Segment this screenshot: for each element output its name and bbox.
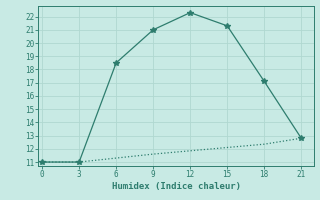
X-axis label: Humidex (Indice chaleur): Humidex (Indice chaleur) xyxy=(111,182,241,191)
